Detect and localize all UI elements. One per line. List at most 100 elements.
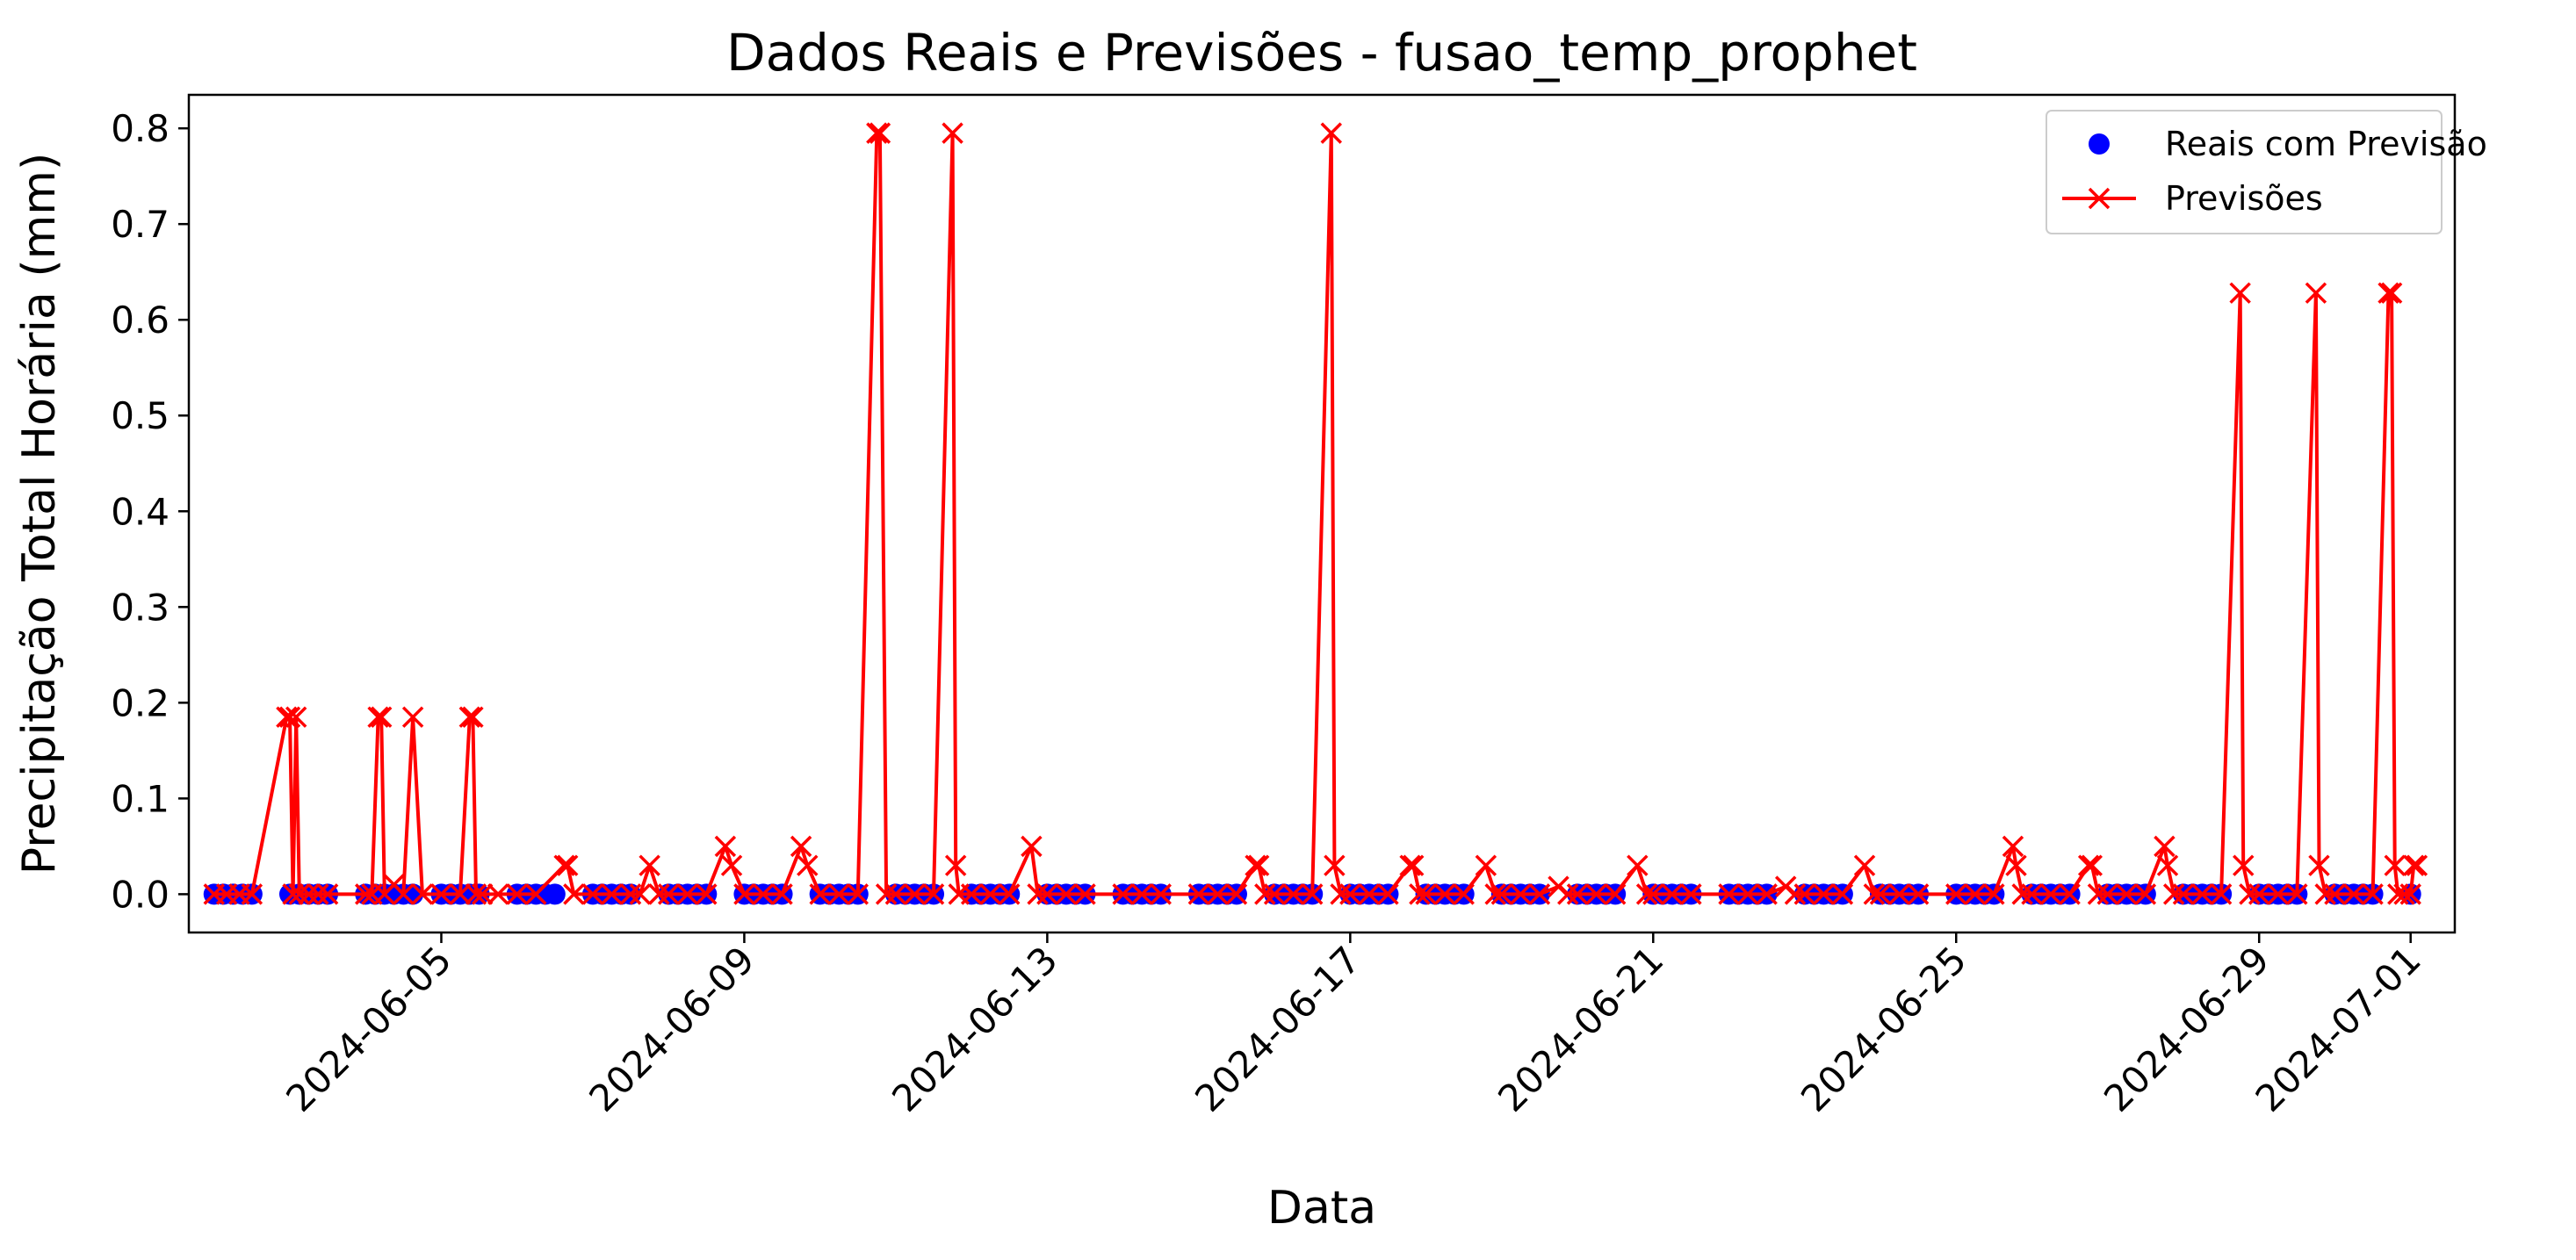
point-previsoes (648, 883, 670, 905)
point-previsoes (465, 883, 487, 905)
point-previsoes (1680, 883, 1702, 905)
series-previsoes (203, 122, 2428, 905)
point-previsoes (553, 854, 575, 876)
x-tick-label: 2024-06-21 (1490, 938, 1671, 1120)
point-previsoes (942, 122, 963, 144)
point-previsoes (1484, 883, 1506, 905)
point-previsoes (999, 883, 1021, 905)
point-previsoes (2039, 883, 2062, 905)
point-previsoes (2393, 883, 2415, 905)
point-previsoes (2267, 883, 2290, 905)
y-axis: 0.0 0.1 0.2 0.3 0.4 0.5 0.6 0.7 0.8 (111, 107, 189, 916)
point-previsoes (2081, 854, 2103, 876)
point-previsoes (2239, 883, 2261, 905)
point-previsoes (288, 883, 311, 905)
point-previsoes (581, 883, 604, 905)
point-previsoes (2154, 835, 2176, 858)
point-previsoes (471, 883, 494, 905)
point-previsoes (298, 883, 320, 905)
point-previsoes (904, 883, 926, 905)
point-previsoes (1964, 883, 1987, 905)
point-previsoes (462, 706, 484, 728)
point-previsoes (2059, 883, 2081, 905)
point-previsoes (1983, 883, 2005, 905)
point-previsoes (696, 883, 718, 905)
point-previsoes (563, 883, 585, 905)
legend-x-marker (2088, 187, 2111, 210)
legend-marker-previsoes (2088, 187, 2111, 210)
point-previsoes (1627, 854, 1649, 876)
x-axis: 2024-06-05 2024-06-09 2024-06-13 2024-06-17… (278, 932, 2429, 1120)
point-previsoes (1409, 883, 1431, 905)
point-previsoes (525, 883, 547, 905)
y-tick-label: 0.4 (111, 490, 170, 533)
point-previsoes (1247, 854, 1270, 876)
point-previsoes (1399, 854, 1421, 876)
point-previsoes (1377, 883, 1399, 905)
point-previsoes (282, 883, 304, 905)
legend-label-previsoes: Previsões (2165, 179, 2323, 218)
point-previsoes (1402, 854, 1425, 876)
point-previsoes (733, 883, 755, 905)
point-previsoes (278, 706, 301, 728)
point-previsoes (411, 883, 434, 905)
point-previsoes (367, 706, 389, 728)
point-previsoes (241, 883, 263, 905)
point-previsoes (2116, 883, 2138, 905)
point-previsoes (629, 883, 652, 905)
point-previsoes (1863, 883, 1886, 905)
x-tick-label: 2024-06-13 (884, 938, 1065, 1120)
point-previsoes (619, 883, 642, 905)
x-tick-label: 2024-06-17 (1187, 938, 1368, 1120)
point-previsoes (639, 854, 660, 876)
point-previsoes (1036, 883, 1058, 905)
point-previsoes (1557, 883, 1579, 905)
point-previsoes (2305, 282, 2327, 304)
point-previsoes (2096, 883, 2118, 905)
point-previsoes (2308, 854, 2330, 876)
point-previsoes (869, 122, 891, 144)
legend-box (2046, 110, 2443, 234)
point-previsoes (1150, 883, 1172, 905)
point-previsoes (2324, 883, 2346, 905)
point-previsoes (875, 883, 898, 905)
point-previsoes (944, 854, 967, 876)
point-previsoes (2210, 883, 2233, 905)
point-reais (544, 883, 566, 905)
point-previsoes (401, 706, 424, 728)
point-previsoes (1793, 883, 1816, 905)
point-previsoes (1585, 883, 1607, 905)
point-previsoes (1074, 883, 1096, 905)
point-previsoes (1907, 883, 1930, 905)
legend: Reais com Previsão Previsões (2046, 110, 2487, 234)
x-tick-label: 2024-06-25 (1793, 938, 1974, 1120)
point-previsoes (884, 883, 907, 905)
legend-label-reais: Reais com Previsão (2165, 125, 2487, 163)
point-previsoes (2314, 883, 2336, 905)
point-previsoes (1831, 883, 1854, 905)
point-previsoes (979, 883, 1001, 905)
y-tick-label: 0.2 (111, 681, 170, 724)
point-previsoes (657, 883, 680, 905)
point-previsoes (1187, 883, 1210, 905)
y-tick-label: 0.1 (111, 777, 170, 820)
point-previsoes (1358, 883, 1381, 905)
point-previsoes (1130, 883, 1153, 905)
point-previsoes (827, 883, 850, 905)
point-previsoes (1055, 883, 1078, 905)
point-previsoes (720, 854, 743, 876)
point-previsoes (285, 706, 307, 728)
point-previsoes (1225, 883, 1248, 905)
point-previsoes (790, 835, 812, 858)
point-previsoes (2156, 854, 2179, 876)
point-previsoes (1324, 854, 1346, 876)
point-previsoes (1207, 883, 1229, 905)
point-previsoes (354, 883, 377, 905)
point-previsoes (393, 883, 415, 905)
point-previsoes (960, 883, 983, 905)
point-previsoes (1784, 883, 1807, 905)
point-previsoes (2406, 854, 2428, 876)
point-previsoes (847, 883, 869, 905)
point-previsoes (458, 706, 481, 728)
